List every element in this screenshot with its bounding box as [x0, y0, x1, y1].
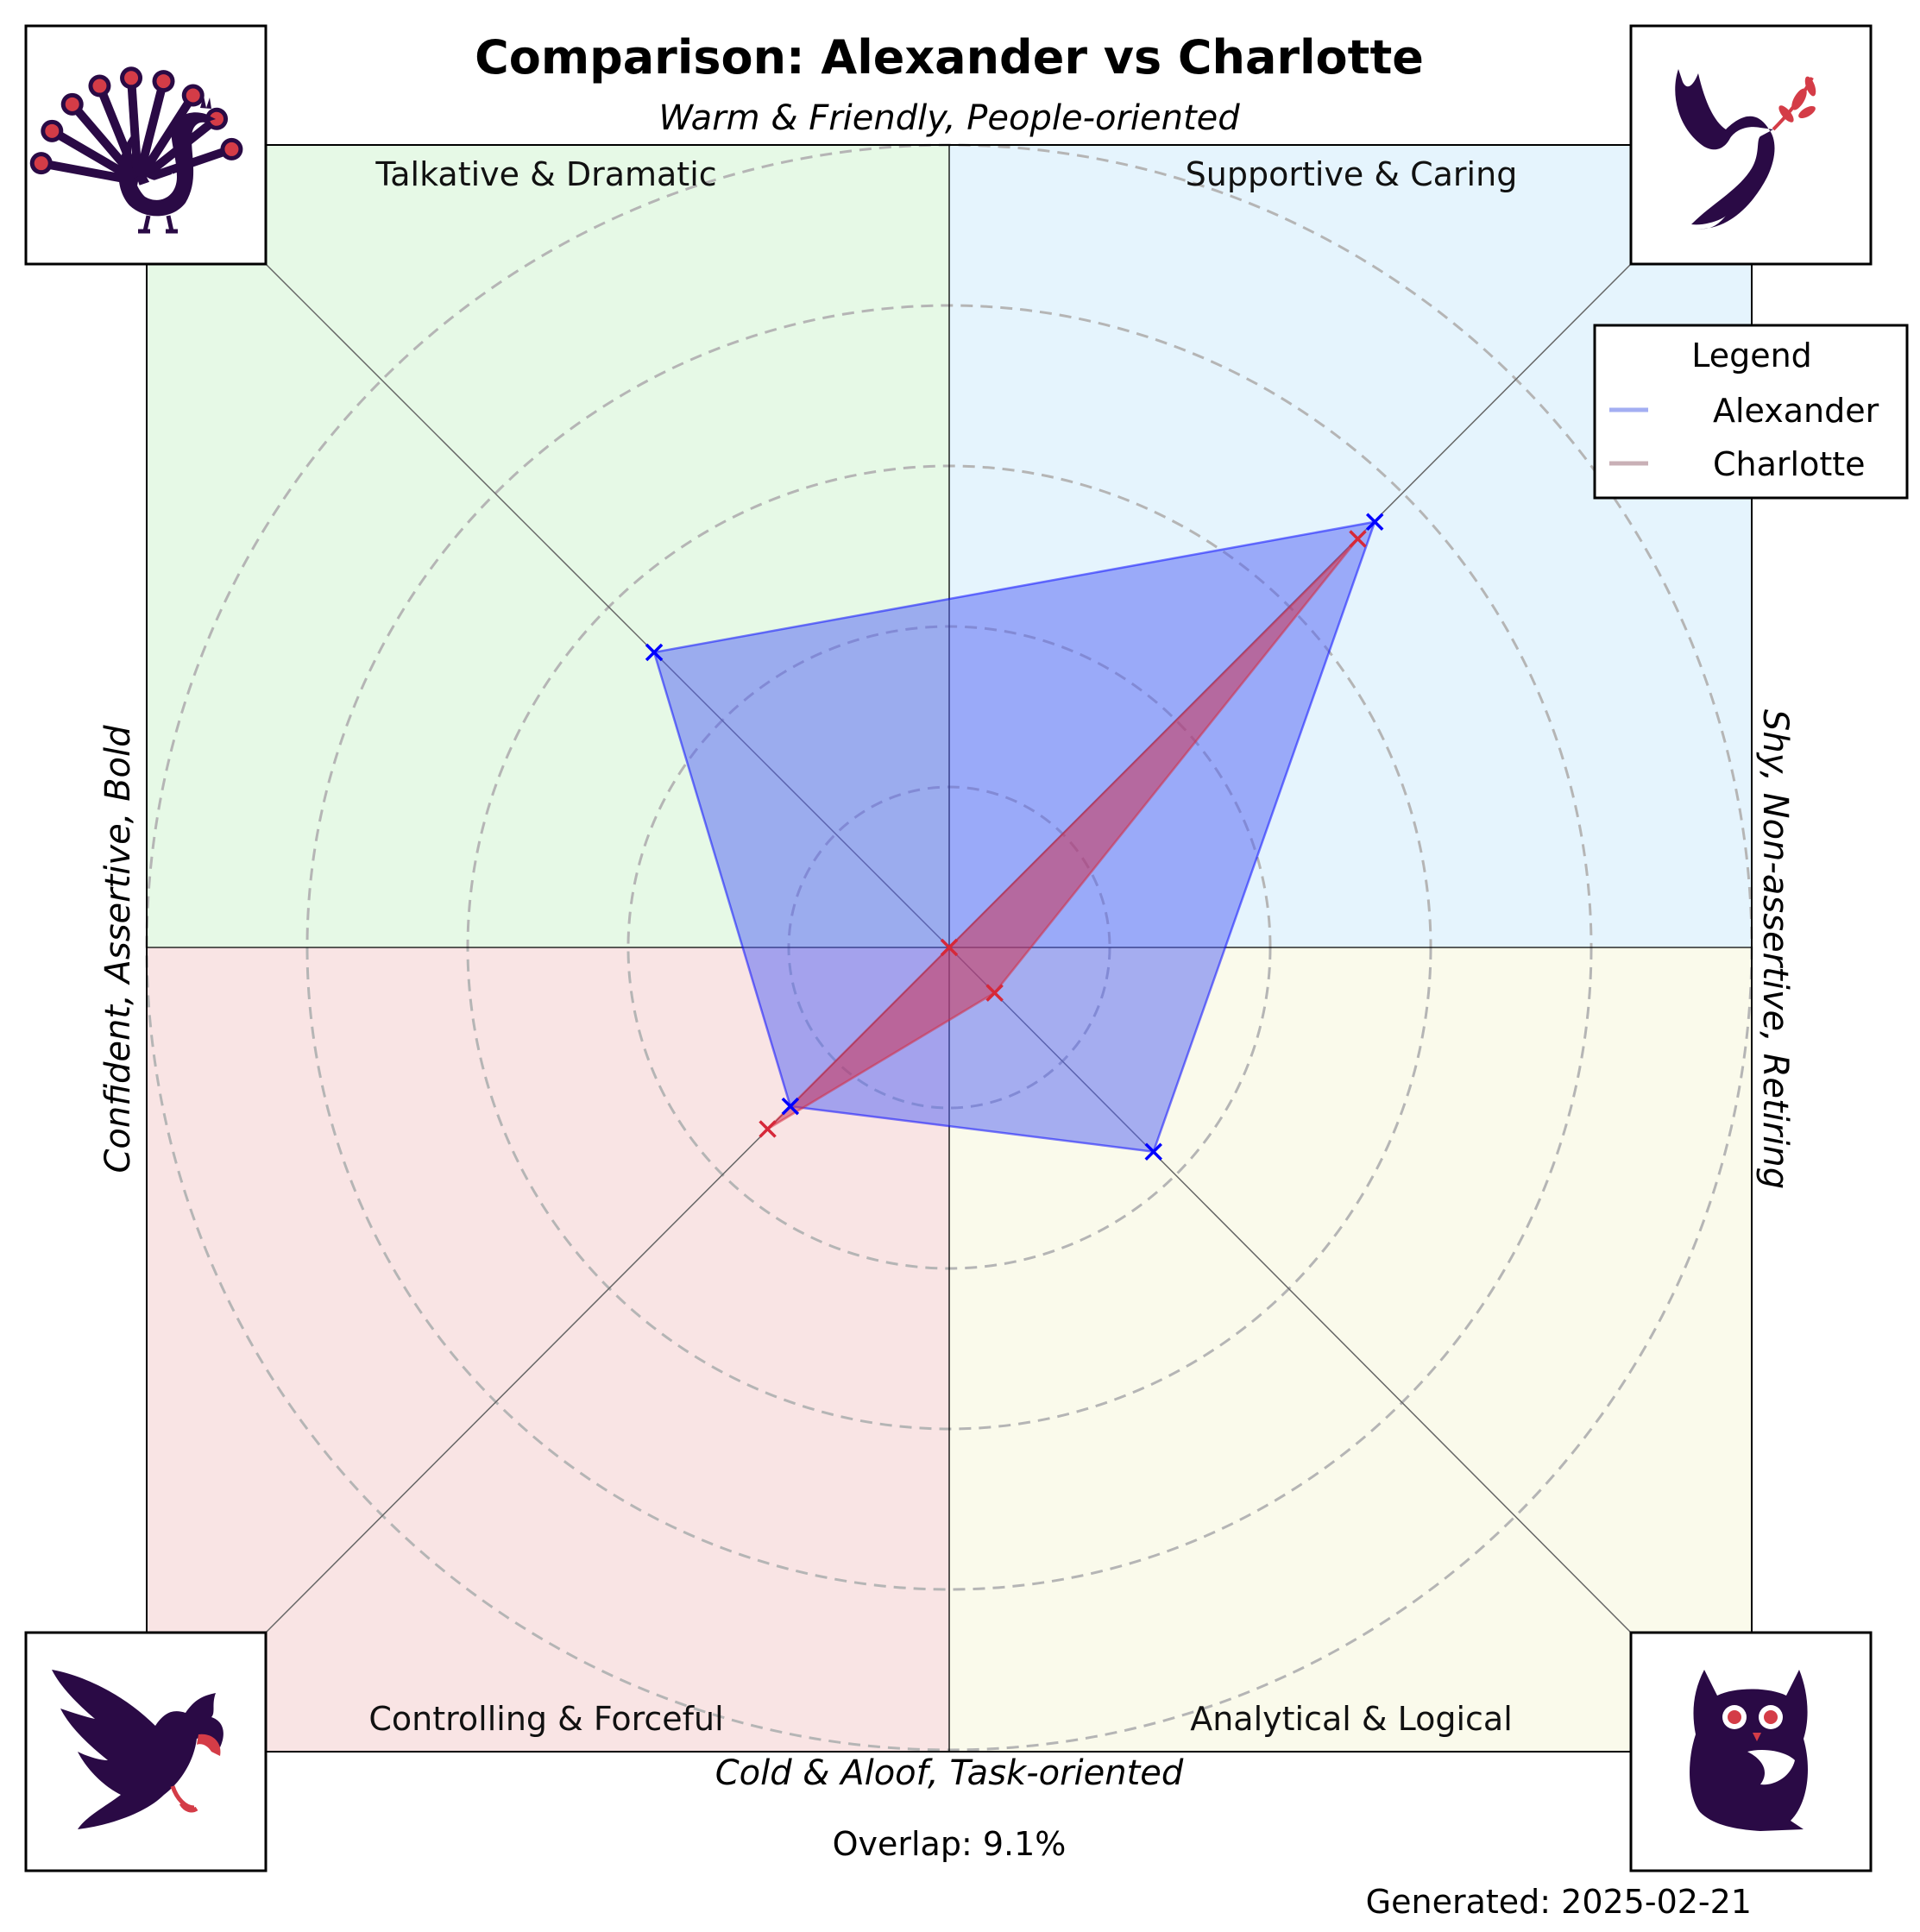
- data-point-charlotte-1: [1349, 530, 1367, 548]
- peacock-feather-6: [134, 79, 168, 183]
- data-point-charlotte-4: [940, 938, 959, 957]
- axis-label-bottom: Cold & Aloof, Task-oriented: [715, 1753, 1184, 1793]
- axis-label-left: Confident, Assertive, Bold: [98, 725, 138, 1174]
- data-point-alexander-3: [781, 1097, 800, 1116]
- chart-title: Comparison: Alexander vs Charlotte: [475, 30, 1424, 85]
- peacock-eye-1: [34, 156, 48, 171]
- legend-label-alexander: Alexander: [1713, 392, 1879, 430]
- axis-label-right: Shy, Non-assertive, Retiring: [1755, 709, 1795, 1189]
- data-point-charlotte-2: [985, 984, 1004, 1002]
- peacock-feather-5: [127, 77, 142, 182]
- data-point-charlotte-3: [759, 1120, 777, 1138]
- legend-label-charlotte: Charlotte: [1713, 445, 1866, 483]
- quadrant-label-analytical: Analytical & Logical: [1190, 1700, 1513, 1738]
- generated-date: Generated: 2025-02-21: [1366, 1883, 1752, 1921]
- data-point-alexander-4: [645, 643, 664, 662]
- axis-label-top: Warm & Friendly, People-oriented: [658, 98, 1240, 138]
- peacock-feather-7: [134, 92, 197, 184]
- legend-title: Legend: [1691, 337, 1812, 374]
- quadrant-label-supportive: Supportive & Caring: [1186, 155, 1518, 193]
- owl-icon: [1629, 1631, 1873, 1872]
- data-point-alexander-2: [1144, 1142, 1162, 1161]
- peacock-eye-5: [124, 71, 139, 85]
- eagle-icon: [24, 1631, 268, 1872]
- peacock-eye-4: [92, 79, 107, 93]
- data-point-alexander-1: [1365, 513, 1384, 532]
- peacock-eye-2: [45, 123, 60, 138]
- peacock-eye-7: [186, 88, 200, 103]
- overlap-label: Overlap: 9.1%: [833, 1825, 1067, 1863]
- peacock-eye-6: [156, 74, 171, 89]
- peacock-eye-3: [65, 97, 79, 111]
- peacock-icon: [24, 24, 268, 266]
- legend: Legend Alexander Charlotte: [1593, 324, 1909, 500]
- series-layer: [645, 513, 1384, 1161]
- peacock-eye-9: [224, 142, 239, 156]
- peacock-eye-8: [210, 111, 224, 126]
- plot-frame: [146, 144, 1753, 1753]
- quadrant-label-talkative: Talkative & Dramatic: [375, 155, 716, 193]
- dove-icon: [1629, 24, 1873, 266]
- quadrant-label-controlling: Controlling & Forceful: [368, 1700, 723, 1738]
